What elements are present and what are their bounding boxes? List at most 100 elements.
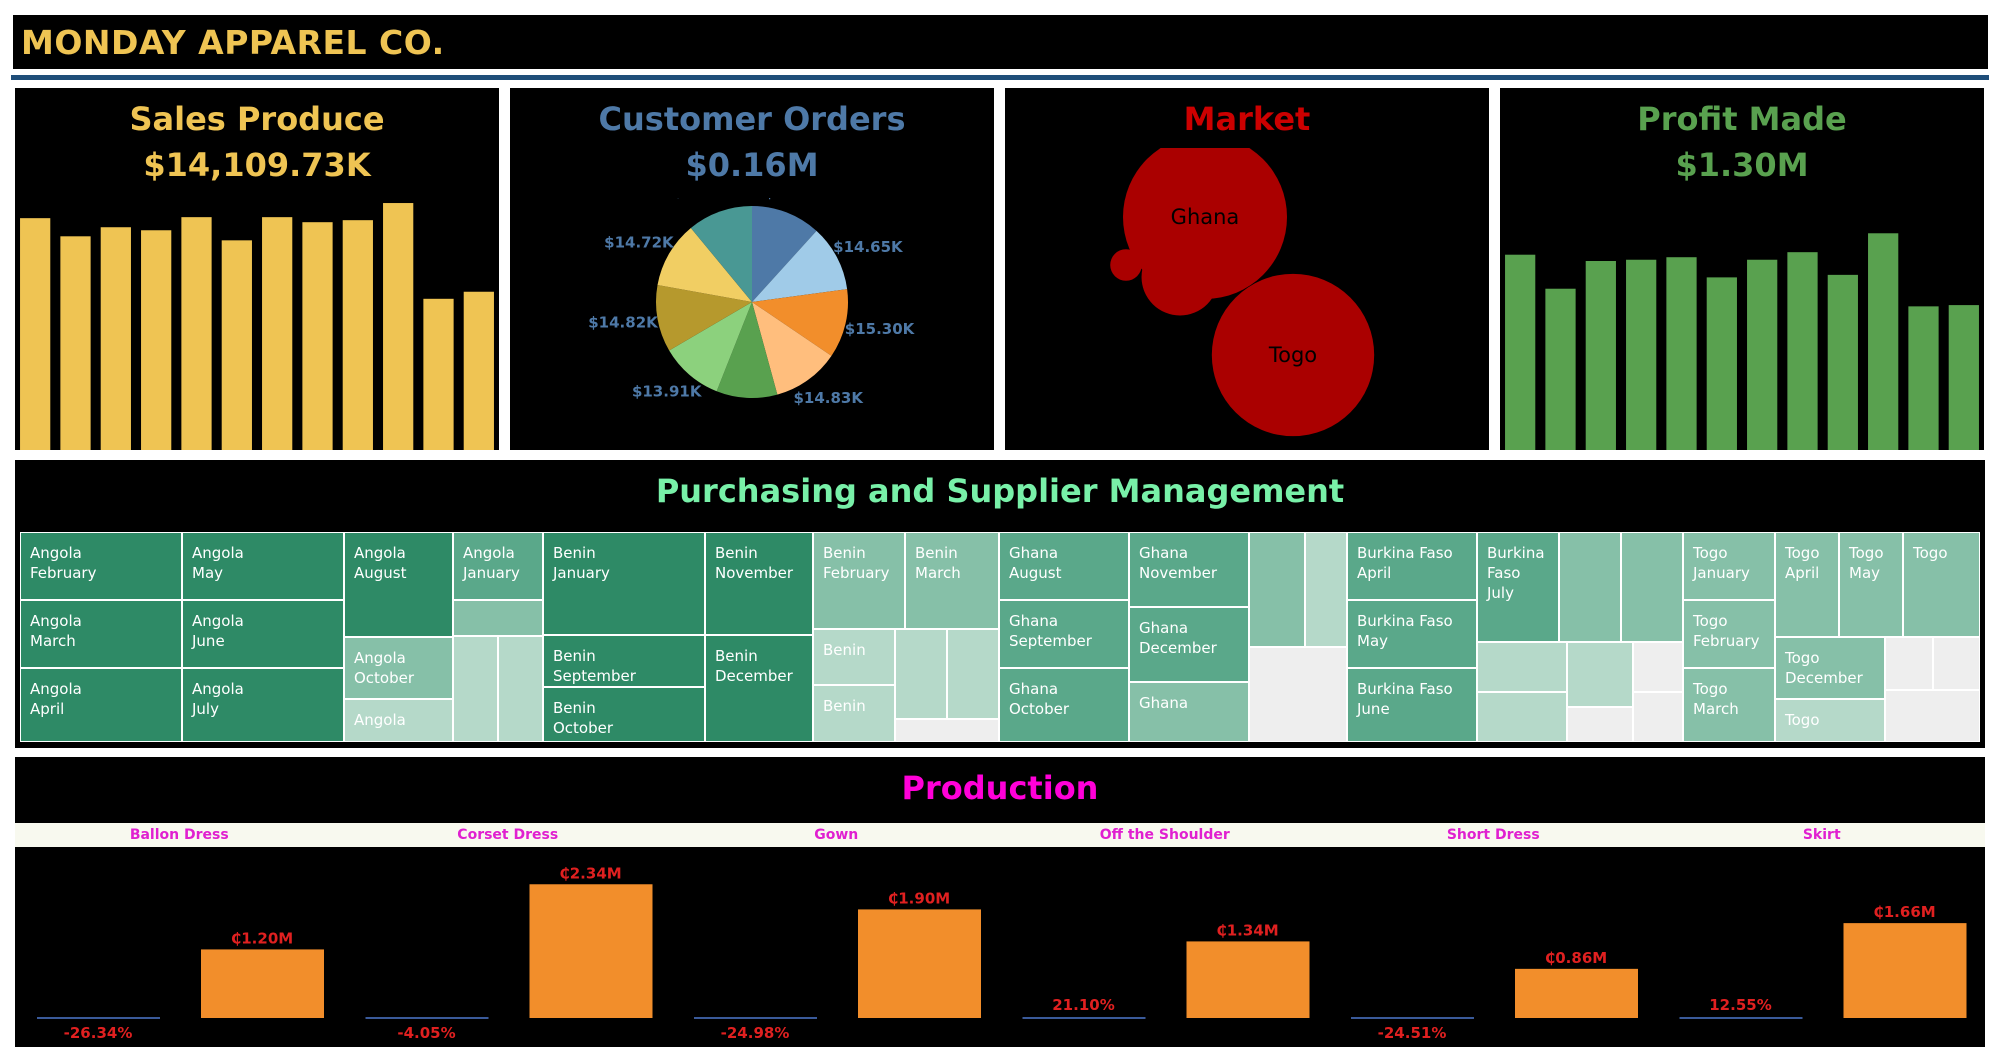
production-category-label: Corset Dress (457, 827, 559, 843)
treemap-cell[interactable]: Benin (813, 685, 895, 742)
treemap-cell[interactable] (1249, 532, 1305, 647)
treemap-cell[interactable] (1559, 532, 1621, 642)
treemap-cell[interactable]: Angola August (344, 532, 453, 637)
treemap-cell[interactable]: Benin September (543, 635, 705, 687)
production-value-label: ₵1.90M (888, 889, 950, 907)
pie-label: $14.72K (604, 233, 675, 251)
header-divider (11, 75, 1989, 80)
treemap-cell[interactable] (453, 600, 543, 636)
treemap-cell[interactable] (1249, 647, 1347, 742)
treemap-cell[interactable] (1567, 707, 1633, 742)
treemap-cell[interactable]: Burkina Faso April (1347, 532, 1477, 600)
treemap-cell[interactable] (498, 636, 543, 742)
pie-label: $14.82K (588, 314, 659, 332)
market-bubble-label: Ghana (1171, 205, 1240, 229)
profit-bar (1545, 288, 1576, 450)
treemap-cell[interactable] (1885, 637, 1933, 690)
treemap-cell[interactable]: Benin January (543, 532, 705, 635)
production-bar (529, 884, 653, 1018)
profit-bar (1706, 277, 1737, 450)
treemap-cell[interactable] (895, 719, 999, 742)
treemap-cell-label: Angola March (30, 612, 82, 650)
treemap-cell[interactable]: Angola January (453, 532, 543, 600)
treemap-cell-label: Togo April (1785, 544, 1820, 582)
treemap-cell[interactable]: Togo January (1683, 532, 1775, 600)
treemap-cell[interactable]: Togo February (1683, 600, 1775, 668)
treemap-cell[interactable]: Togo (1903, 532, 1980, 637)
treemap-cell[interactable]: Ghana September (999, 600, 1129, 668)
treemap-cell[interactable]: Angola (344, 699, 453, 742)
sales-bar (221, 240, 252, 450)
treemap-cell[interactable]: Angola October (344, 637, 453, 699)
purchasing-treemap: Angola February Angola May Angola August An… (20, 532, 1980, 742)
treemap-cell[interactable]: Ghana November (1129, 532, 1249, 607)
production-pct-label: 12.55% (1709, 996, 1771, 1014)
treemap-cell[interactable]: Burkina Faso July (1477, 532, 1559, 642)
sales-value: $14,109.73K (143, 146, 371, 184)
sales-bar (302, 222, 333, 450)
profit-bar (1666, 257, 1697, 450)
production-pct-label: 21.10% (1052, 996, 1114, 1014)
treemap-cell[interactable]: Angola February (20, 532, 182, 600)
treemap-cell[interactable]: Benin November (705, 532, 813, 635)
treemap-cell[interactable]: Ghana (1129, 682, 1249, 742)
profit-bar (1827, 274, 1858, 450)
pie-slice (657, 227, 752, 302)
treemap-cell[interactable]: Angola June (182, 600, 344, 668)
treemap-cell[interactable]: Angola July (182, 668, 344, 742)
treemap-cell[interactable] (453, 636, 498, 742)
treemap-cell[interactable]: Togo (1775, 699, 1885, 742)
treemap-cell[interactable] (1633, 642, 1683, 692)
treemap-cell-label: Ghana August (1009, 544, 1062, 582)
treemap-cell[interactable]: Togo May (1839, 532, 1903, 637)
treemap-cell[interactable]: Togo December (1775, 637, 1885, 699)
treemap-cell[interactable] (895, 629, 947, 719)
treemap-cell[interactable]: Benin December (705, 635, 813, 742)
treemap-cell[interactable]: Angola May (182, 532, 344, 600)
treemap-cell[interactable] (1305, 532, 1347, 647)
treemap-cell[interactable] (1567, 642, 1633, 707)
treemap-cell-label: Angola April (30, 680, 82, 718)
treemap-cell[interactable]: Togo March (1683, 668, 1775, 742)
pie-slice (752, 230, 848, 302)
treemap-cell[interactable]: Benin October (543, 687, 705, 742)
treemap-cell-label: Angola July (192, 680, 244, 718)
treemap-cell[interactable] (947, 629, 999, 719)
sales-bar (463, 291, 494, 450)
treemap-cell-label: Angola February (30, 544, 97, 582)
treemap-cell[interactable] (1477, 642, 1567, 692)
treemap-cell[interactable] (1885, 690, 1980, 742)
purchasing-panel: Purchasing and Supplier Management Angol… (15, 460, 1985, 748)
treemap-cell-label: Ghana October (1009, 680, 1070, 718)
treemap-cell[interactable]: Burkina Faso May (1347, 600, 1477, 668)
treemap-cell[interactable] (1933, 637, 1980, 690)
market-bubble (1110, 249, 1142, 281)
treemap-cell-label: Angola (354, 711, 406, 729)
treemap-cell[interactable] (1621, 532, 1683, 642)
treemap-cell[interactable]: Benin (813, 629, 895, 685)
treemap-cell[interactable]: Benin February (813, 532, 905, 629)
pie-slice (656, 285, 752, 351)
treemap-cell-label: Togo December (1785, 649, 1863, 687)
sales-panel: Sales Produce $14,109.73K (15, 88, 499, 450)
production-category-strip: Ballon Dress Corset Dress Gown Off the Shou… (15, 823, 1985, 847)
treemap-cell[interactable]: Ghana October (999, 668, 1129, 742)
treemap-cell-label: Angola June (192, 612, 244, 650)
orders-pie-chart: $15.43K $14.65K $15.30K $14.83K $13.91K $14.8… (588, 198, 915, 407)
treemap-cell[interactable]: Angola March (20, 600, 182, 668)
treemap-cell[interactable] (1633, 692, 1683, 742)
treemap-cell[interactable]: Ghana August (999, 532, 1129, 600)
treemap-cell[interactable]: Togo April (1775, 532, 1839, 637)
treemap-cell[interactable]: Ghana December (1129, 607, 1249, 682)
market-bubble-chart: Ghana Togo (1110, 148, 1375, 437)
treemap-cell[interactable]: Benin March (905, 532, 999, 629)
treemap-cell-label: Togo (1913, 544, 1948, 562)
treemap-cell-label: Togo March (1693, 680, 1739, 718)
production-pct-label: -4.05% (397, 1024, 455, 1042)
pie-slice (690, 206, 752, 302)
sales-bar (100, 227, 131, 450)
treemap-cell[interactable] (1477, 692, 1567, 742)
treemap-cell[interactable]: Angola April (20, 668, 182, 742)
treemap-cell[interactable]: Burkina Faso June (1347, 668, 1477, 742)
treemap-cell-label: Burkina Faso April (1357, 544, 1453, 582)
